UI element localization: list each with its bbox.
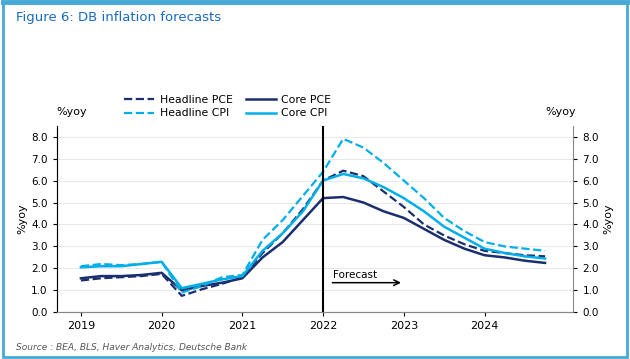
Legend: Headline PCE, Headline CPI, Core PCE, Core CPI: Headline PCE, Headline CPI, Core PCE, Co…: [124, 94, 331, 118]
Text: %yoy: %yoy: [546, 107, 576, 117]
Text: Figure 6: DB inflation forecasts: Figure 6: DB inflation forecasts: [16, 11, 221, 24]
Text: Source : BEA, BLS, Haver Analytics, Deutsche Bank: Source : BEA, BLS, Haver Analytics, Deut…: [16, 343, 247, 352]
Text: Forecast: Forecast: [333, 270, 377, 280]
Text: %yoy: %yoy: [57, 107, 88, 117]
Y-axis label: %yoy: %yoy: [17, 204, 27, 234]
Y-axis label: %yoy: %yoy: [603, 204, 613, 234]
